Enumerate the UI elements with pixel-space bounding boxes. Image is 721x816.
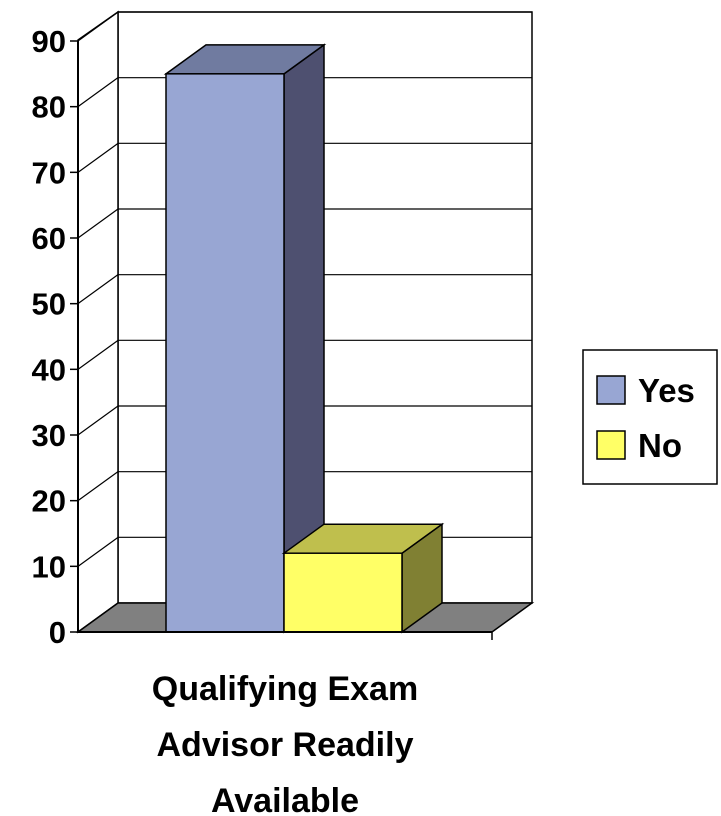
category-label-line: Available bbox=[211, 782, 359, 816]
legend-box bbox=[582, 349, 718, 485]
bar-front bbox=[165, 73, 285, 633]
y-tick-label: 10 bbox=[32, 549, 66, 584]
bar-yes bbox=[163, 43, 327, 634]
gridline-side bbox=[77, 339, 119, 370]
legend-swatch-yes bbox=[596, 375, 626, 405]
category-label-line: Qualifying Exam bbox=[152, 670, 418, 708]
legend-label-no: No bbox=[638, 427, 682, 464]
bar-no bbox=[281, 522, 445, 634]
y-tick-label: 30 bbox=[32, 418, 66, 453]
y-tick-label: 60 bbox=[32, 221, 66, 256]
y-tick-label: 80 bbox=[32, 90, 66, 125]
gridline-side bbox=[77, 208, 119, 239]
gridline-side bbox=[77, 11, 119, 42]
gridline-side bbox=[77, 142, 119, 173]
x-axis-label: Qualifying Exam Advisor Readily Available bbox=[152, 670, 418, 816]
gridline-side bbox=[77, 471, 119, 502]
gridline-side bbox=[77, 274, 119, 305]
y-tick-label: 90 bbox=[32, 24, 66, 59]
gridline-side bbox=[77, 536, 119, 567]
y-tick-label: 50 bbox=[32, 287, 66, 322]
legend-swatch-no bbox=[596, 430, 626, 460]
legend: Yes No bbox=[582, 349, 718, 485]
y-tick-label: 70 bbox=[32, 155, 66, 190]
category-label-line: Advisor Readily bbox=[157, 726, 414, 764]
y-tick-label: 0 bbox=[49, 615, 66, 650]
legend-label-yes: Yes bbox=[638, 372, 695, 409]
y-axis: 0 10 20 30 40 50 60 70 80 90 bbox=[32, 24, 493, 650]
gridline-side bbox=[77, 405, 119, 436]
bar-front bbox=[283, 552, 403, 633]
gridline-side bbox=[77, 77, 119, 108]
y-tick-label: 20 bbox=[32, 484, 66, 519]
y-tick-label: 40 bbox=[32, 352, 66, 387]
left-wall bbox=[77, 10, 119, 634]
bars bbox=[163, 43, 445, 634]
